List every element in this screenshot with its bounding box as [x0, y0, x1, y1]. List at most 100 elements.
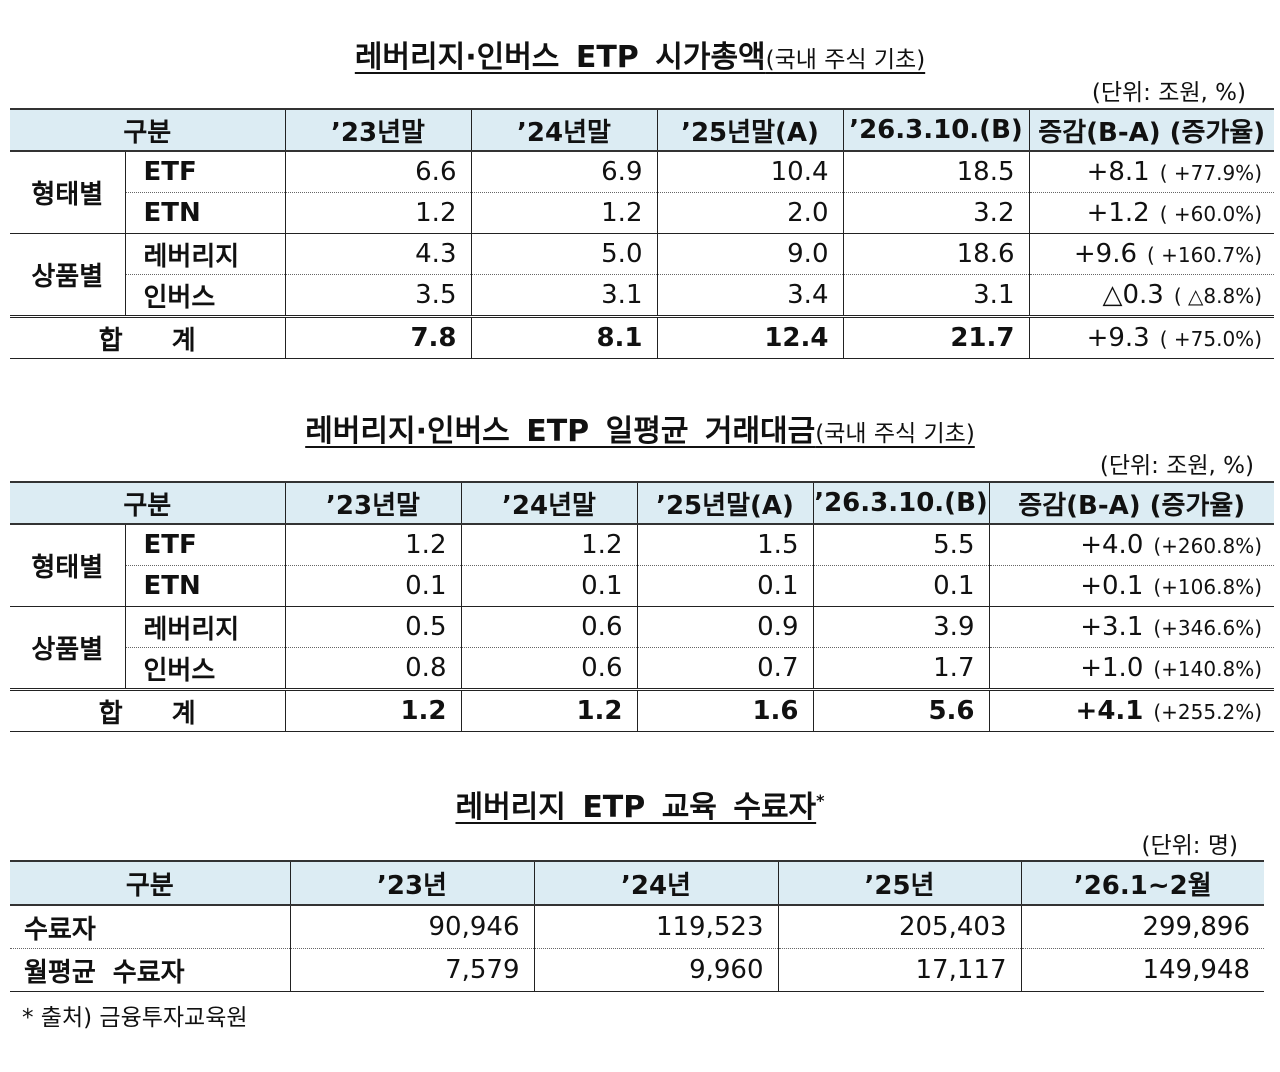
change-cell: +3.1 (+346.6%)	[989, 606, 1274, 648]
total-row: 합 계 7.8 8.1 12.4 21.7 +9.3 ( +75.0%)	[10, 315, 1274, 359]
cell: 9,960	[534, 948, 779, 992]
cell: 0.1	[461, 565, 638, 607]
group-label: 형태별	[10, 151, 126, 234]
table2-title-main: 레버리지·인버스 ETP 일평균 거래대금	[305, 414, 816, 449]
table2-header-col: ’23년말	[285, 481, 462, 525]
table3-header-row: 구분 ’23년 ’24년 ’25년 ’26.1~2월	[10, 860, 1264, 906]
change-value: +9.3	[1086, 323, 1150, 353]
table2-header-change: 증감(B-A) (증가율)	[989, 481, 1274, 525]
change-cell: +4.1 (+255.2%)	[989, 688, 1274, 732]
cell: 3.9	[813, 606, 990, 648]
table-row: 상품별 레버리지 0.5 0.6 0.9 3.9 +3.1 (+346.6%)	[10, 606, 1274, 690]
cell: 0.6	[461, 606, 638, 648]
change-rate: (+346.6%)	[1153, 616, 1262, 640]
cell: 4.3	[285, 233, 472, 275]
table1-header-col: ’24년말	[471, 108, 658, 152]
change-cell: +1.2 ( +60.0%)	[1029, 192, 1274, 234]
cell: 299,896	[1021, 905, 1264, 949]
change-value: +1.2	[1086, 198, 1150, 228]
total-cell: 1.2	[461, 688, 638, 732]
change-cell: +9.6 ( +160.7%)	[1029, 233, 1274, 275]
table1-title: 레버리지·인버스 ETP 시가총액(국내 주식 기초)	[0, 32, 1280, 76]
row-label: ETN	[125, 192, 286, 234]
table3-header-col: ’26.1~2월	[1021, 860, 1264, 906]
change-cell: +9.3 ( +75.0%)	[1029, 315, 1274, 359]
table1-header-col: ’25년말(A)	[657, 108, 844, 152]
table3-header-col: ’23년	[290, 860, 535, 906]
table2-unit: (단위: 조원, %)	[1099, 453, 1254, 479]
table3: 구분 ’23년 ’24년 ’25년 ’26.1~2월 수료자 90,946 11…	[10, 860, 1264, 992]
cell: 7,579	[290, 948, 535, 992]
source-footnote: * 출처) 금융투자교육원	[22, 1005, 248, 1031]
change-value: +4.0	[1080, 530, 1144, 560]
change-rate: ( +160.7%)	[1147, 243, 1262, 267]
group-label: 형태별	[10, 524, 126, 607]
change-cell: +4.0 (+260.8%)	[989, 524, 1274, 566]
table-row: 상품별 레버리지 4.3 5.0 9.0 18.6 +9.6 ( +160.7%)	[10, 233, 1274, 317]
table1-title-main: 레버리지·인버스 ETP 시가총액	[354, 40, 766, 75]
table3-title-main: 레버리지 ETP 교육 수료자	[455, 790, 817, 825]
cell: 3.2	[843, 192, 1030, 234]
table-row: 인버스 3.5 3.1 3.4 3.1 △0.3 ( △8.8%)	[10, 274, 1274, 317]
table-row: 월평균 수료자 7,579 9,960 17,117 149,948	[10, 948, 1264, 992]
cell: 119,523	[534, 905, 779, 949]
total-cell: 7.8	[285, 315, 472, 359]
change-cell: +8.1 ( +77.9%)	[1029, 151, 1274, 193]
cell: 0.5	[285, 606, 462, 648]
change-rate: (+255.2%)	[1153, 700, 1262, 724]
row-label: 레버리지	[125, 233, 286, 275]
table3-title: 레버리지 ETP 교육 수료자*	[0, 782, 1280, 826]
table3-header-category: 구분	[10, 860, 291, 906]
total-cell: 1.6	[637, 688, 814, 732]
change-cell: △0.3 ( △8.8%)	[1029, 275, 1274, 317]
cell: 90,946	[290, 905, 535, 949]
table1-header-change: 증감(B-A) (증가율)	[1029, 108, 1274, 152]
table2: 구분 ’23년말 ’24년말 ’25년말(A) ’26.3.10.(B) 증감(…	[10, 481, 1274, 732]
change-value: +0.1	[1080, 571, 1144, 601]
group-label: 상품별	[10, 606, 126, 690]
cell: 18.5	[843, 151, 1030, 193]
total-label: 합 계	[10, 688, 286, 732]
cell: 149,948	[1021, 948, 1264, 992]
cell: 10.4	[657, 151, 844, 193]
table2-header-row: 구분 ’23년말 ’24년말 ’25년말(A) ’26.3.10.(B) 증감(…	[10, 481, 1274, 525]
cell: 1.2	[285, 524, 462, 566]
change-rate: (+140.8%)	[1153, 657, 1262, 681]
total-label: 합 계	[10, 315, 286, 359]
change-cell: +0.1 (+106.8%)	[989, 565, 1274, 607]
table2-title-sub: (국내 주식 기초)	[815, 421, 975, 447]
cell: 6.9	[471, 151, 658, 193]
change-value: +9.6	[1073, 239, 1138, 269]
total-cell: 21.7	[843, 315, 1030, 359]
table2-header-col: ’26.3.10.(B)	[813, 481, 990, 525]
cell: 5.5	[813, 524, 990, 566]
change-rate: ( +77.9%)	[1159, 161, 1262, 185]
cell: 9.0	[657, 233, 844, 275]
change-rate: (+260.8%)	[1153, 534, 1262, 558]
table2-header-col: ’25년말(A)	[637, 481, 814, 525]
cell: 0.8	[285, 647, 462, 690]
table2-header-col: ’24년말	[461, 481, 638, 525]
total-cell: 12.4	[657, 315, 844, 359]
row-label: 레버리지	[125, 606, 286, 648]
table1-header-row: 구분 ’23년말 ’24년말 ’25년말(A) ’26.3.10.(B) 증감(…	[10, 108, 1274, 152]
row-label: 인버스	[125, 647, 286, 690]
table1: 구분 ’23년말 ’24년말 ’25년말(A) ’26.3.10.(B) 증감(…	[10, 108, 1274, 359]
group-label: 상품별	[10, 233, 126, 317]
table3-unit: (단위: 명)	[1141, 833, 1239, 859]
cell: 1.5	[637, 524, 814, 566]
change-cell: +1.0 (+140.8%)	[989, 648, 1274, 690]
table-row: ETN 1.2 1.2 2.0 3.2 +1.2 ( +60.0%)	[10, 192, 1274, 234]
table3-header-col: ’24년	[534, 860, 779, 906]
cell: 0.1	[637, 565, 814, 607]
change-rate: ( +60.0%)	[1159, 202, 1262, 226]
change-value: △0.3	[1102, 280, 1164, 310]
cell: 3.4	[657, 274, 844, 317]
table-row: 인버스 0.8 0.6 0.7 1.7 +1.0 (+140.8%)	[10, 647, 1274, 690]
change-rate: ( +75.0%)	[1159, 327, 1262, 351]
table1-header-col: ’23년말	[285, 108, 472, 152]
total-row: 합 계 1.2 1.2 1.6 5.6 +4.1 (+255.2%)	[10, 688, 1274, 732]
cell: 3.1	[843, 274, 1030, 317]
cell: 6.6	[285, 151, 472, 193]
cell: 3.5	[285, 274, 472, 317]
